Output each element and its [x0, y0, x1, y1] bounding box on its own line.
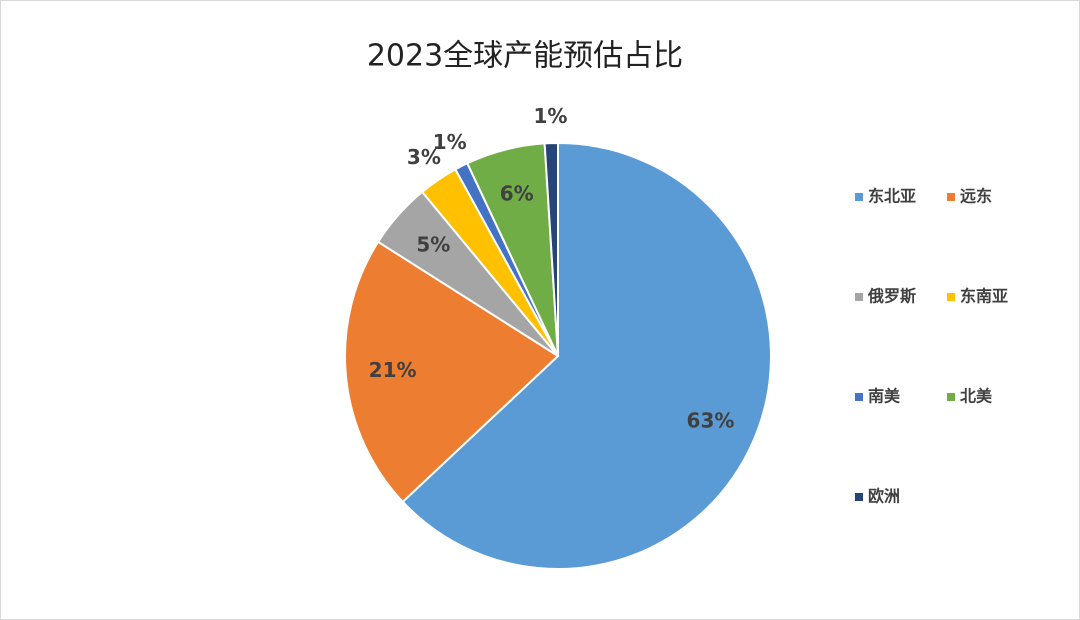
legend-swatch	[947, 193, 955, 201]
data-label: 6%	[500, 182, 534, 206]
data-label: 1%	[534, 104, 568, 128]
legend-swatch	[855, 493, 863, 501]
legend-swatch	[947, 293, 955, 301]
legend-label: 远东	[960, 187, 992, 206]
legend-swatch	[855, 193, 863, 201]
legend-swatch	[855, 393, 863, 401]
legend-label: 俄罗斯	[867, 287, 916, 306]
legend-label: 南美	[868, 387, 901, 406]
legend-label: 东北亚	[868, 187, 916, 206]
data-label: 3%	[407, 145, 441, 169]
data-label: 63%	[687, 408, 735, 432]
legend-swatch	[855, 293, 863, 301]
data-label: 21%	[369, 358, 417, 382]
pie-slice	[401, 141, 772, 570]
chart-title: 2023全球产能预估占比	[367, 39, 683, 74]
data-label: 5%	[416, 233, 450, 257]
legend-label: 欧洲	[868, 487, 900, 506]
data-label: 1%	[433, 130, 467, 154]
pie-slice	[344, 240, 560, 504]
legend-label: 东南亚	[960, 287, 1008, 306]
legend-swatch	[947, 393, 955, 401]
legend-label: 北美	[960, 387, 993, 406]
pie-slice	[543, 141, 559, 357]
